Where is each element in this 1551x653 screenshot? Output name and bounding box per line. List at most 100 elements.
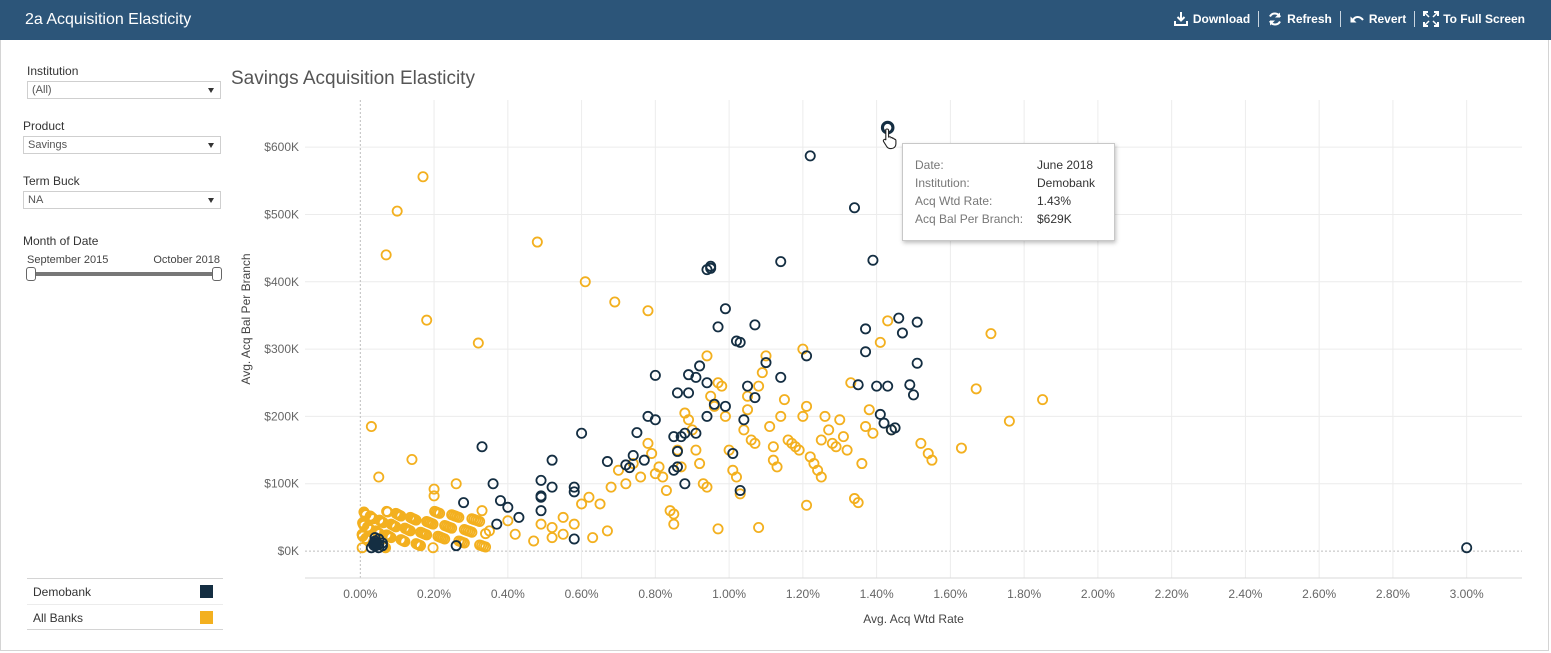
legend-item-all-banks[interactable]: All Banks (27, 604, 223, 629)
data-point-demobank (908, 389, 920, 401)
data-point-demobank (893, 312, 905, 324)
data-point-demobank (727, 447, 739, 459)
data-point-all-banks (767, 441, 779, 453)
data-point-demobank (734, 484, 746, 496)
dashboard-title: 2a Acquisition Elasticity (25, 11, 192, 28)
data-point-all-banks (841, 444, 853, 456)
data-point-demobank (860, 323, 872, 335)
data-point-demobank (487, 478, 499, 490)
data-point-all-banks (446, 509, 458, 521)
data-point-all-banks (760, 350, 772, 362)
data-point-all-banks (450, 478, 462, 490)
data-point-all-banks (753, 380, 765, 392)
data-point-all-banks (668, 518, 680, 530)
x-tick-label: 0.40% (491, 587, 525, 601)
data-point-demobank (671, 387, 683, 399)
term-bucket-dropdown[interactable]: NA (23, 191, 221, 209)
data-point-all-banks (712, 523, 724, 535)
data-point-all-banks (439, 519, 451, 531)
data-point-all-banks (653, 461, 665, 473)
toolbar-divider (1258, 11, 1260, 27)
data-point-demobank (671, 461, 683, 473)
data-point-demobank (494, 495, 506, 507)
full-screen-icon (1423, 11, 1440, 27)
data-point-all-banks (528, 535, 540, 547)
data-point-all-banks (830, 441, 842, 453)
data-point-all-banks (576, 498, 588, 510)
data-point-all-banks (694, 458, 706, 470)
data-point-demobank (738, 414, 750, 426)
data-point-all-banks (364, 510, 376, 522)
data-point-demobank (535, 474, 547, 486)
x-tick-label: 2.60% (1302, 587, 1336, 601)
data-point-all-banks (867, 427, 879, 439)
refresh-icon (1269, 12, 1282, 26)
data-point-demobank (867, 254, 879, 266)
tooltip-row: Acq Bal Per Branch: $629K (915, 212, 1114, 230)
data-point-all-banks (738, 424, 750, 436)
data-point-demobank (904, 379, 916, 391)
data-point-demobank (1461, 542, 1473, 554)
data-point-all-banks (395, 534, 407, 546)
data-point-demobank (860, 346, 872, 358)
legend-swatch (200, 611, 213, 624)
x-tick-label: 0.20% (417, 587, 451, 601)
tooltip-key: Institution: (915, 176, 970, 190)
data-point-all-banks (716, 380, 728, 392)
chevron-down-icon (208, 143, 214, 148)
month-filter: Month of Date September 2015 October 201… (23, 234, 223, 281)
tooltip: Date: June 2018 Institution: Demobank Acq Wt… (902, 143, 1115, 241)
data-point-demobank-cluster (368, 537, 383, 552)
data-point-all-banks (985, 328, 997, 340)
month-slider-track[interactable] (26, 267, 222, 281)
download-button[interactable]: Download (1165, 11, 1258, 27)
data-point-demobank (694, 360, 706, 372)
data-point-all-banks (797, 410, 809, 422)
data-point-all-banks (874, 336, 886, 348)
data-point-all-banks (406, 454, 418, 466)
data-point-demobank (690, 427, 702, 439)
revert-button[interactable]: Revert (1341, 11, 1414, 27)
x-tick-label: 2.40% (1228, 587, 1262, 601)
legend-item-demobank[interactable]: Demobank (27, 579, 223, 604)
data-point-all-banks (568, 518, 580, 530)
product-dropdown[interactable]: Savings (23, 136, 221, 154)
data-point-all-banks (427, 542, 439, 554)
institution-filter-label: Institution (27, 64, 79, 78)
revert-label: Revert (1368, 12, 1407, 26)
full-screen-button[interactable]: To Full Screen (1415, 11, 1533, 27)
data-point-all-banks (834, 414, 846, 426)
data-point-demobank (649, 414, 661, 426)
data-point-all-banks (509, 528, 521, 540)
institution-dropdown[interactable]: (All) (27, 81, 221, 99)
y-tick-label: $100K (264, 477, 299, 491)
data-point-demobank (760, 357, 772, 369)
month-slider-start-handle[interactable] (26, 267, 36, 281)
institution-filter: Institution (All) (27, 64, 221, 99)
toolbar: Download Refresh Revert To Full Screen (1165, 11, 1533, 27)
month-slider-end-handle[interactable] (212, 267, 222, 281)
data-point-all-banks (609, 296, 621, 308)
data-point-demobank (848, 202, 860, 214)
y-tick-label: $500K (264, 207, 299, 221)
data-point-all-banks (793, 444, 805, 456)
data-point-all-banks (557, 511, 569, 523)
data-point-demobank (568, 481, 580, 493)
color-legend: Demobank All Banks (27, 578, 223, 630)
data-point-all-banks (660, 484, 672, 496)
data-point-demobank (450, 540, 462, 552)
data-point-all-banks (642, 305, 654, 317)
x-tick-label: 1.20% (786, 587, 820, 601)
data-point-all-banks (734, 488, 746, 500)
data-point-all-banks (480, 528, 492, 540)
data-point-demobank (749, 319, 761, 331)
y-axis-title: Avg. Acq Bal Per Branch (239, 253, 253, 384)
data-point-all-banks (474, 539, 486, 551)
x-tick-label: 2.80% (1376, 587, 1410, 601)
data-point-all-banks (587, 532, 599, 544)
data-point-demobank (742, 380, 754, 392)
data-point-demobank (804, 150, 816, 162)
refresh-button[interactable]: Refresh (1259, 11, 1340, 27)
data-point-all-banks (421, 515, 433, 527)
data-point-all-banks (756, 367, 768, 379)
